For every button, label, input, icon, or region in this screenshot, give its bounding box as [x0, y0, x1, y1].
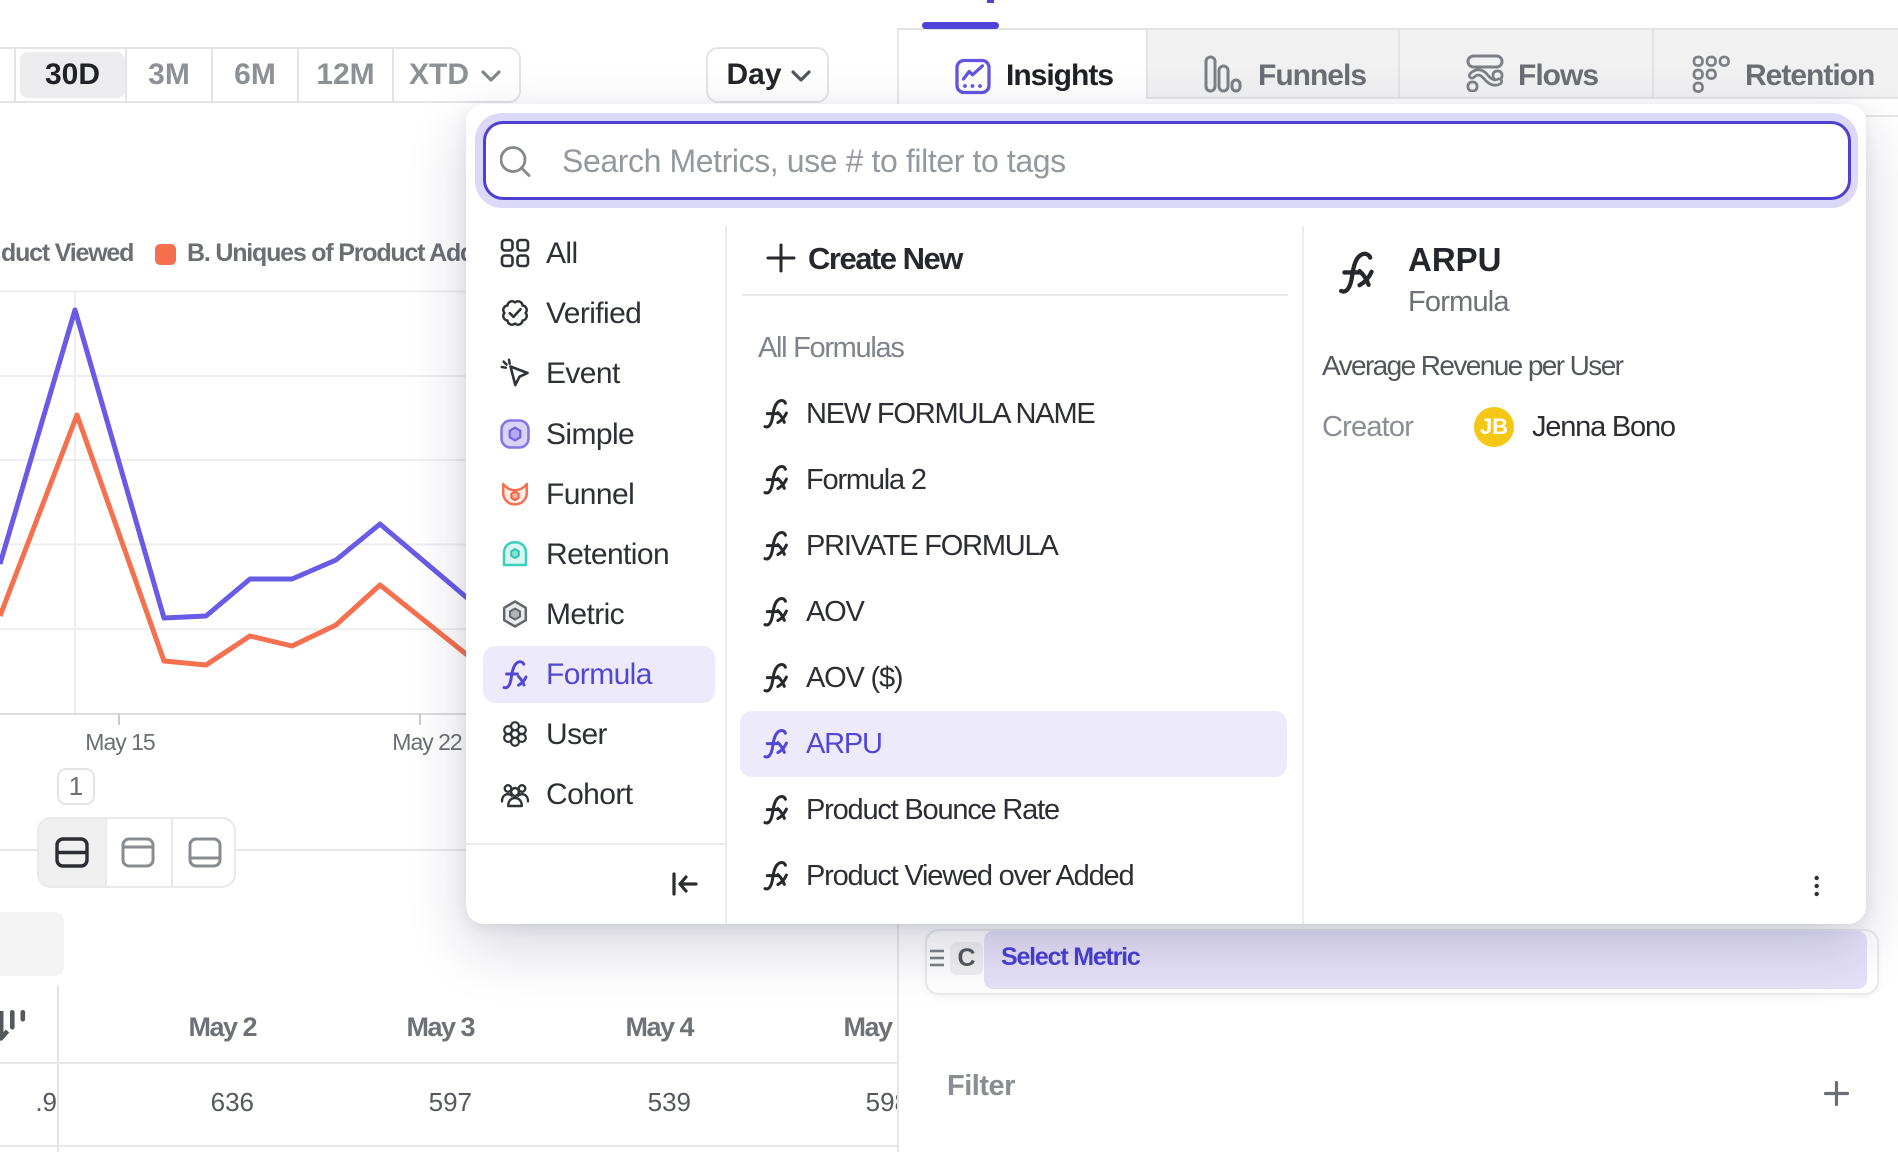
svg-text:May 15: May 15 [85, 729, 155, 755]
svg-text:May 22: May 22 [392, 729, 462, 755]
